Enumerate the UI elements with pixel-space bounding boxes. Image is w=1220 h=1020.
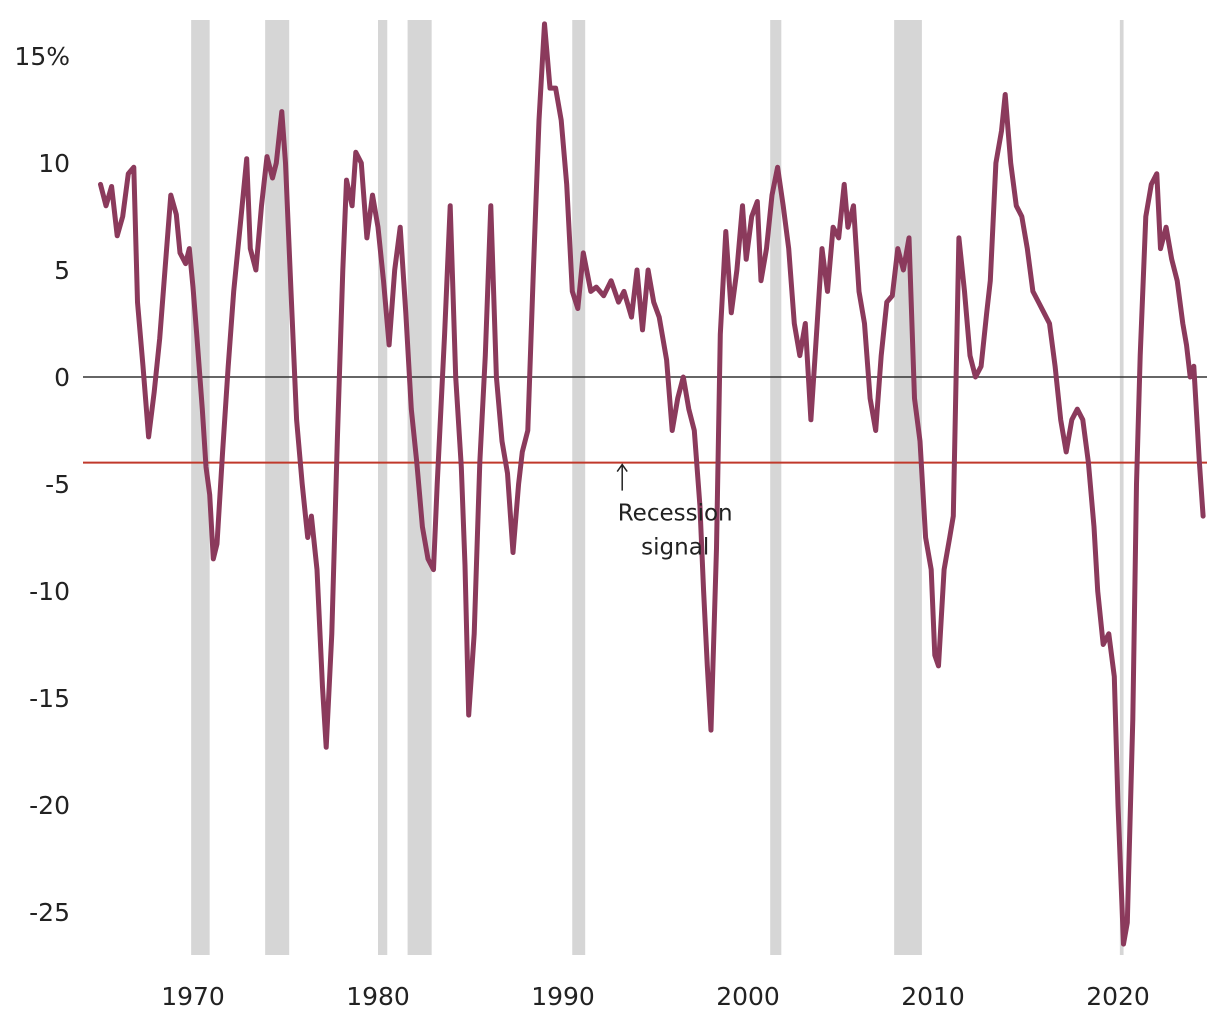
y-axis-labels: 15% 10 5 0 -5 -10 -15 -20 -25 — [14, 42, 70, 927]
x-tick-label: 1990 — [531, 982, 595, 1011]
y-tick-label: 10 — [38, 149, 70, 178]
annotation-text-line1: Recession — [618, 501, 733, 527]
recession-bands — [191, 20, 1124, 955]
x-tick-label: 2020 — [1086, 982, 1150, 1011]
y-tick-label: 0 — [54, 363, 70, 392]
recession-band — [1119, 20, 1124, 955]
y-tick-label: -15 — [29, 684, 70, 713]
y-tick-label: -25 — [29, 898, 70, 927]
y-tick-label: 5 — [54, 256, 70, 285]
x-axis-labels: 1970 1980 1990 2000 2010 2020 — [161, 982, 1150, 1011]
recession-band — [378, 20, 388, 955]
series-line — [98, 21, 1206, 947]
y-tick-label: -10 — [29, 577, 70, 606]
x-tick-label: 2000 — [716, 982, 780, 1011]
x-tick-label: 1980 — [346, 982, 410, 1011]
y-tick-label: 15% — [14, 42, 70, 71]
annotation-text-line2: signal — [641, 535, 709, 561]
recession-band — [572, 20, 586, 955]
annotation-arrow-head — [616, 463, 628, 473]
y-tick-label: -5 — [45, 470, 70, 499]
recession-band — [770, 20, 782, 955]
x-tick-label: 1970 — [161, 982, 225, 1011]
y-tick-label: -20 — [29, 791, 70, 820]
annotation: Recession signal — [616, 463, 733, 561]
recession-band — [191, 20, 210, 955]
recession-band — [894, 20, 922, 955]
x-tick-label: 2010 — [901, 982, 965, 1011]
